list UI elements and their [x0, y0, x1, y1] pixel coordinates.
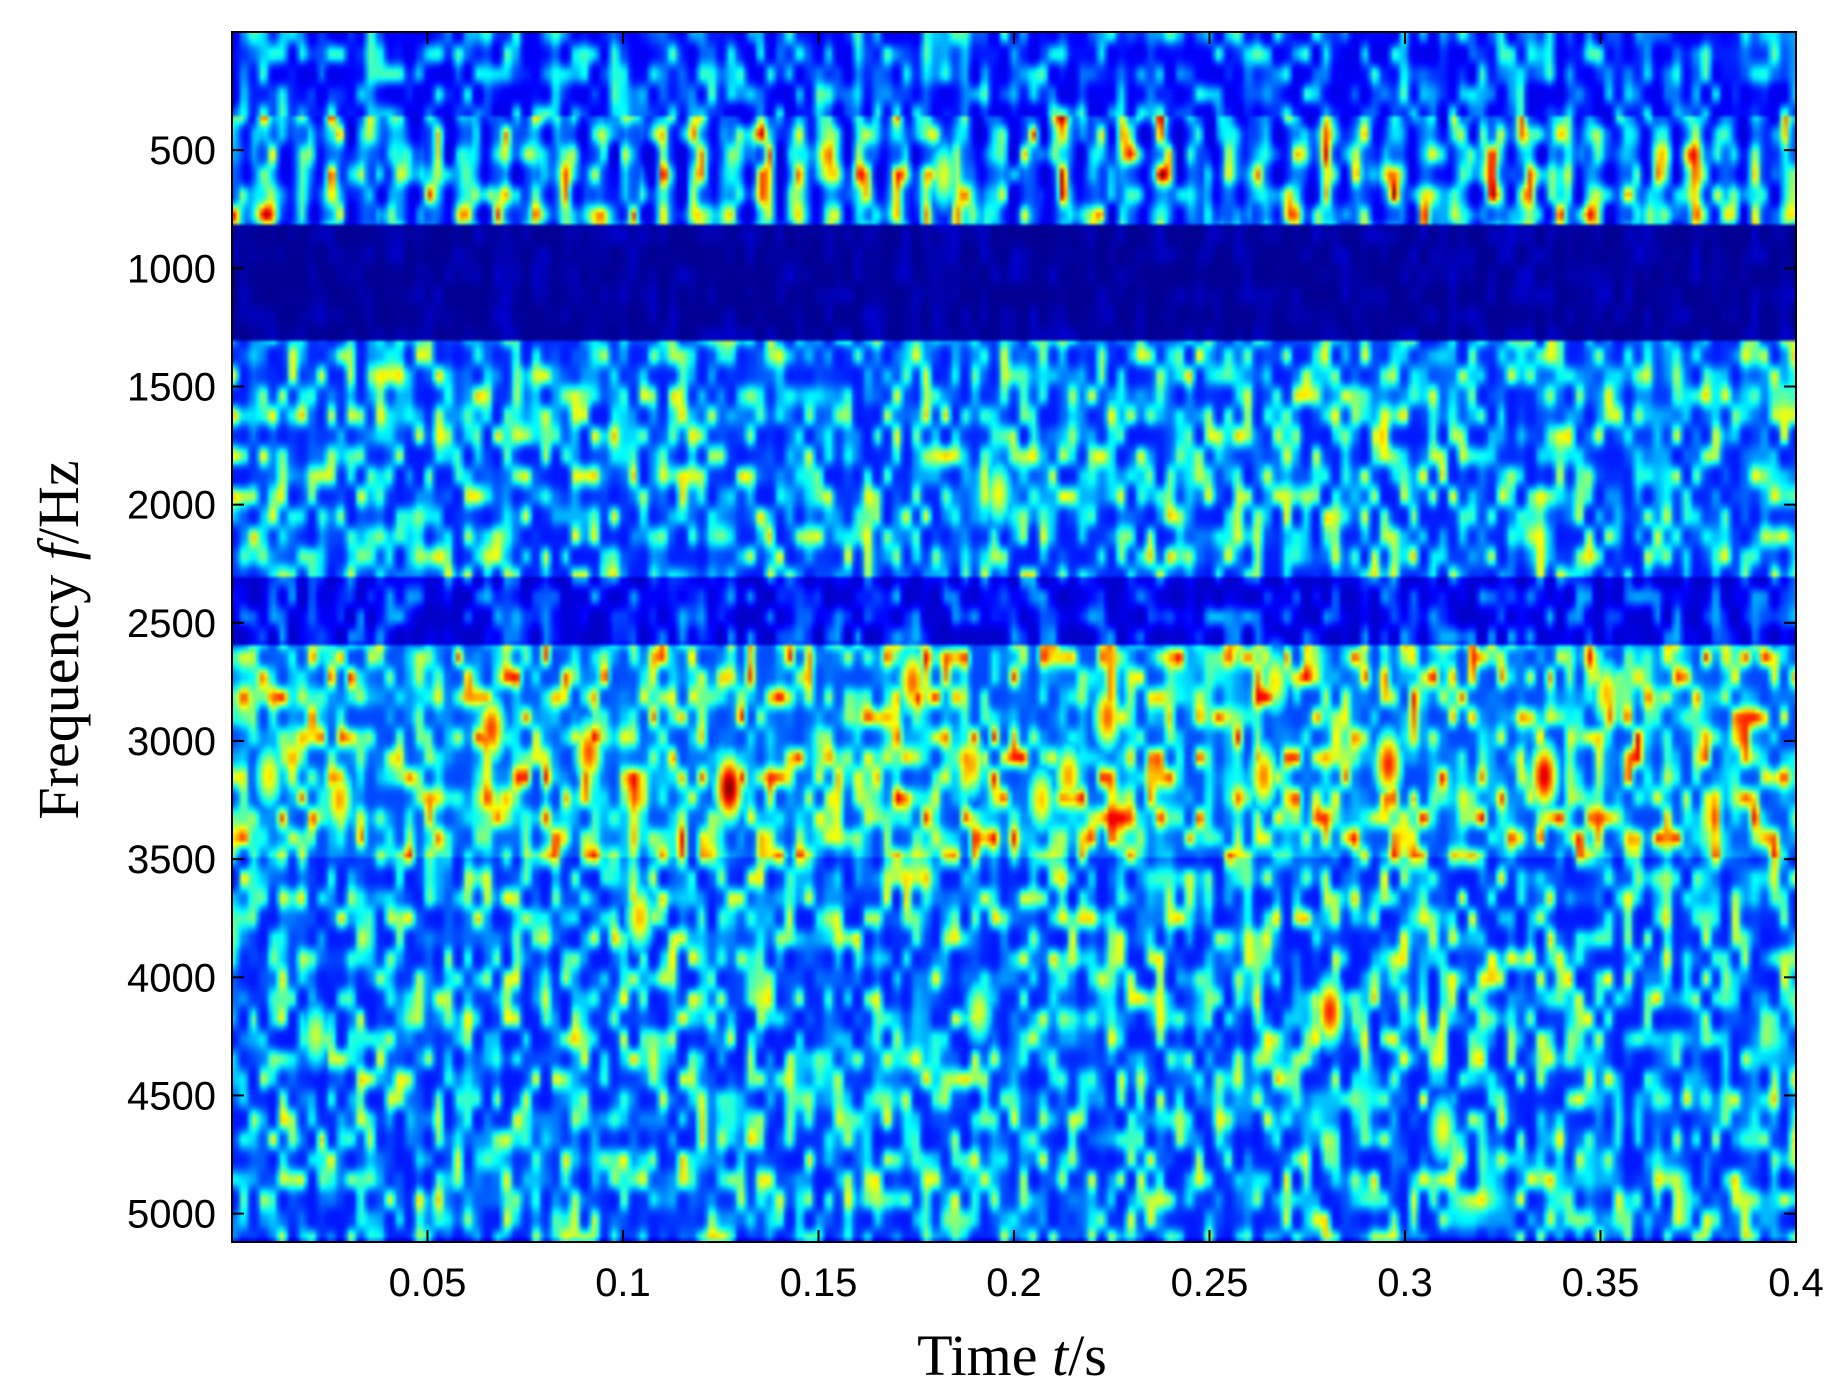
x-axis-label: Time t/s — [917, 1323, 1107, 1388]
x-tick-label: 0.2 — [986, 1261, 1042, 1305]
x-tick-label: 0.3 — [1377, 1261, 1433, 1305]
heatmap-area — [232, 32, 1796, 1242]
y-tick-label: 3000 — [127, 720, 216, 764]
y-axis-label-unit: /Hz — [26, 460, 91, 544]
x-axis-label-unit: /s — [1068, 1323, 1107, 1388]
y-tick-label: 2500 — [127, 602, 216, 646]
x-axis-ticks: 0.05 0.1 0.15 0.2 0.25 0.3 0.35 0.4 — [389, 32, 1824, 1305]
y-tick-label: 4000 — [127, 956, 216, 1000]
x-axis-label-variable: t — [1052, 1323, 1070, 1388]
y-axis-label: Frequency f/Hz — [26, 460, 91, 819]
y-tick-label: 5000 — [127, 1193, 216, 1237]
y-axis-label-prefix: Frequency — [26, 560, 91, 819]
y-tick-label: 500 — [149, 129, 216, 173]
y-tick-label: 3500 — [127, 838, 216, 882]
x-tick-label: 0.05 — [389, 1261, 467, 1305]
x-tick-label: 0.4 — [1768, 1261, 1824, 1305]
y-tick-label: 1500 — [127, 365, 216, 409]
y-tick-label: 1000 — [127, 247, 216, 291]
x-tick-label: 0.15 — [780, 1261, 858, 1305]
y-axis-ticks: 500 1000 1500 2000 2500 3000 3500 4000 4500 5000 — [127, 129, 1796, 1237]
y-tick-label: 2000 — [127, 484, 216, 528]
x-tick-label: 0.35 — [1562, 1261, 1640, 1305]
x-tick-label: 0.25 — [1171, 1261, 1249, 1305]
x-axis-label-prefix: Time — [917, 1323, 1052, 1388]
y-tick-label: 4500 — [127, 1074, 216, 1118]
x-tick-label: 0.1 — [595, 1261, 651, 1305]
